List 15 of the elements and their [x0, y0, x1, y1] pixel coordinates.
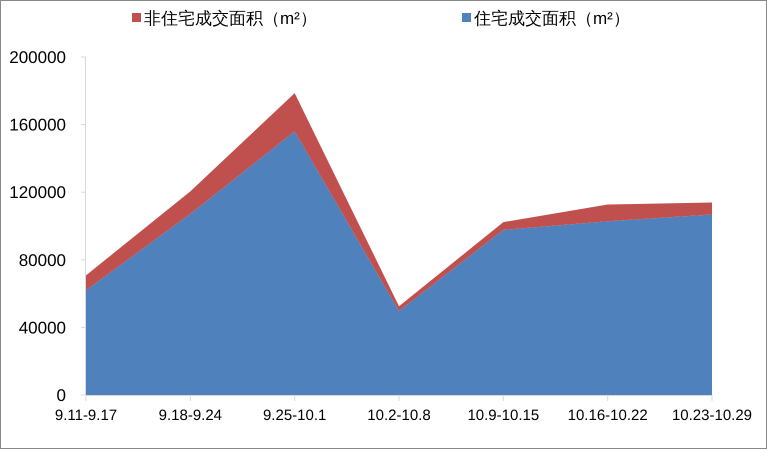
legend-label: 非住宅成交面积（m²） — [144, 9, 317, 28]
x-tick-label: 10.9-10.15 — [467, 407, 540, 424]
y-tick-label: 80000 — [18, 250, 66, 270]
legend-label: 住宅成交面积（m²） — [473, 9, 630, 28]
y-tick-label: 40000 — [18, 318, 66, 338]
x-tick-label: 10.23-10.29 — [672, 407, 752, 424]
x-tick-label: 9.18-9.24 — [158, 407, 222, 424]
y-tick-label: 200000 — [9, 48, 66, 67]
x-tick-label: 9.25-10.1 — [262, 407, 326, 424]
x-tick-label: 10.16-10.22 — [568, 407, 648, 424]
y-tick-label: 160000 — [9, 116, 66, 135]
x-tick-label: 10.2-10.8 — [367, 407, 431, 424]
y-tick-label: 120000 — [9, 183, 66, 202]
x-tick-label: 9.11-9.17 — [54, 407, 118, 424]
y-tick-label: 0 — [56, 386, 66, 405]
